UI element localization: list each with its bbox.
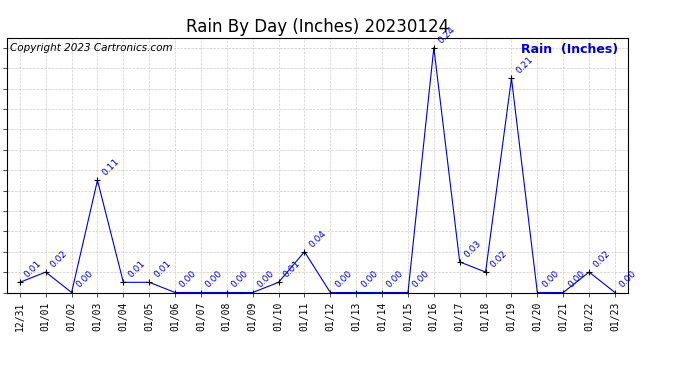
Text: 0.00: 0.00 (359, 269, 380, 290)
Text: 0.00: 0.00 (566, 269, 586, 290)
Text: 0.00: 0.00 (333, 269, 354, 290)
Text: 0.02: 0.02 (592, 249, 612, 269)
Text: 0.01: 0.01 (152, 259, 172, 279)
Text: 0.00: 0.00 (75, 269, 95, 290)
Text: 0.04: 0.04 (307, 228, 328, 249)
Text: 0.02: 0.02 (48, 249, 69, 269)
Text: 0.24: 0.24 (437, 24, 457, 45)
Text: 0.02: 0.02 (489, 249, 509, 269)
Text: 0.01: 0.01 (282, 259, 302, 279)
Text: 0.00: 0.00 (204, 269, 224, 290)
Text: Rain  (Inches): Rain (Inches) (522, 43, 618, 56)
Text: 0.00: 0.00 (255, 269, 276, 290)
Text: 0.11: 0.11 (100, 157, 121, 177)
Text: 0.00: 0.00 (385, 269, 406, 290)
Text: Copyright 2023 Cartronics.com: Copyright 2023 Cartronics.com (10, 43, 172, 52)
Text: 0.00: 0.00 (178, 269, 199, 290)
Text: 0.00: 0.00 (230, 269, 250, 290)
Text: 0.00: 0.00 (411, 269, 431, 290)
Text: 0.03: 0.03 (462, 238, 483, 259)
Text: 0.01: 0.01 (126, 259, 147, 279)
Text: 0.01: 0.01 (23, 259, 43, 279)
Text: 0.21: 0.21 (514, 55, 535, 75)
Text: 0.00: 0.00 (540, 269, 561, 290)
Title: Rain By Day (Inches) 20230124: Rain By Day (Inches) 20230124 (186, 18, 449, 36)
Text: 0.00: 0.00 (618, 269, 638, 290)
